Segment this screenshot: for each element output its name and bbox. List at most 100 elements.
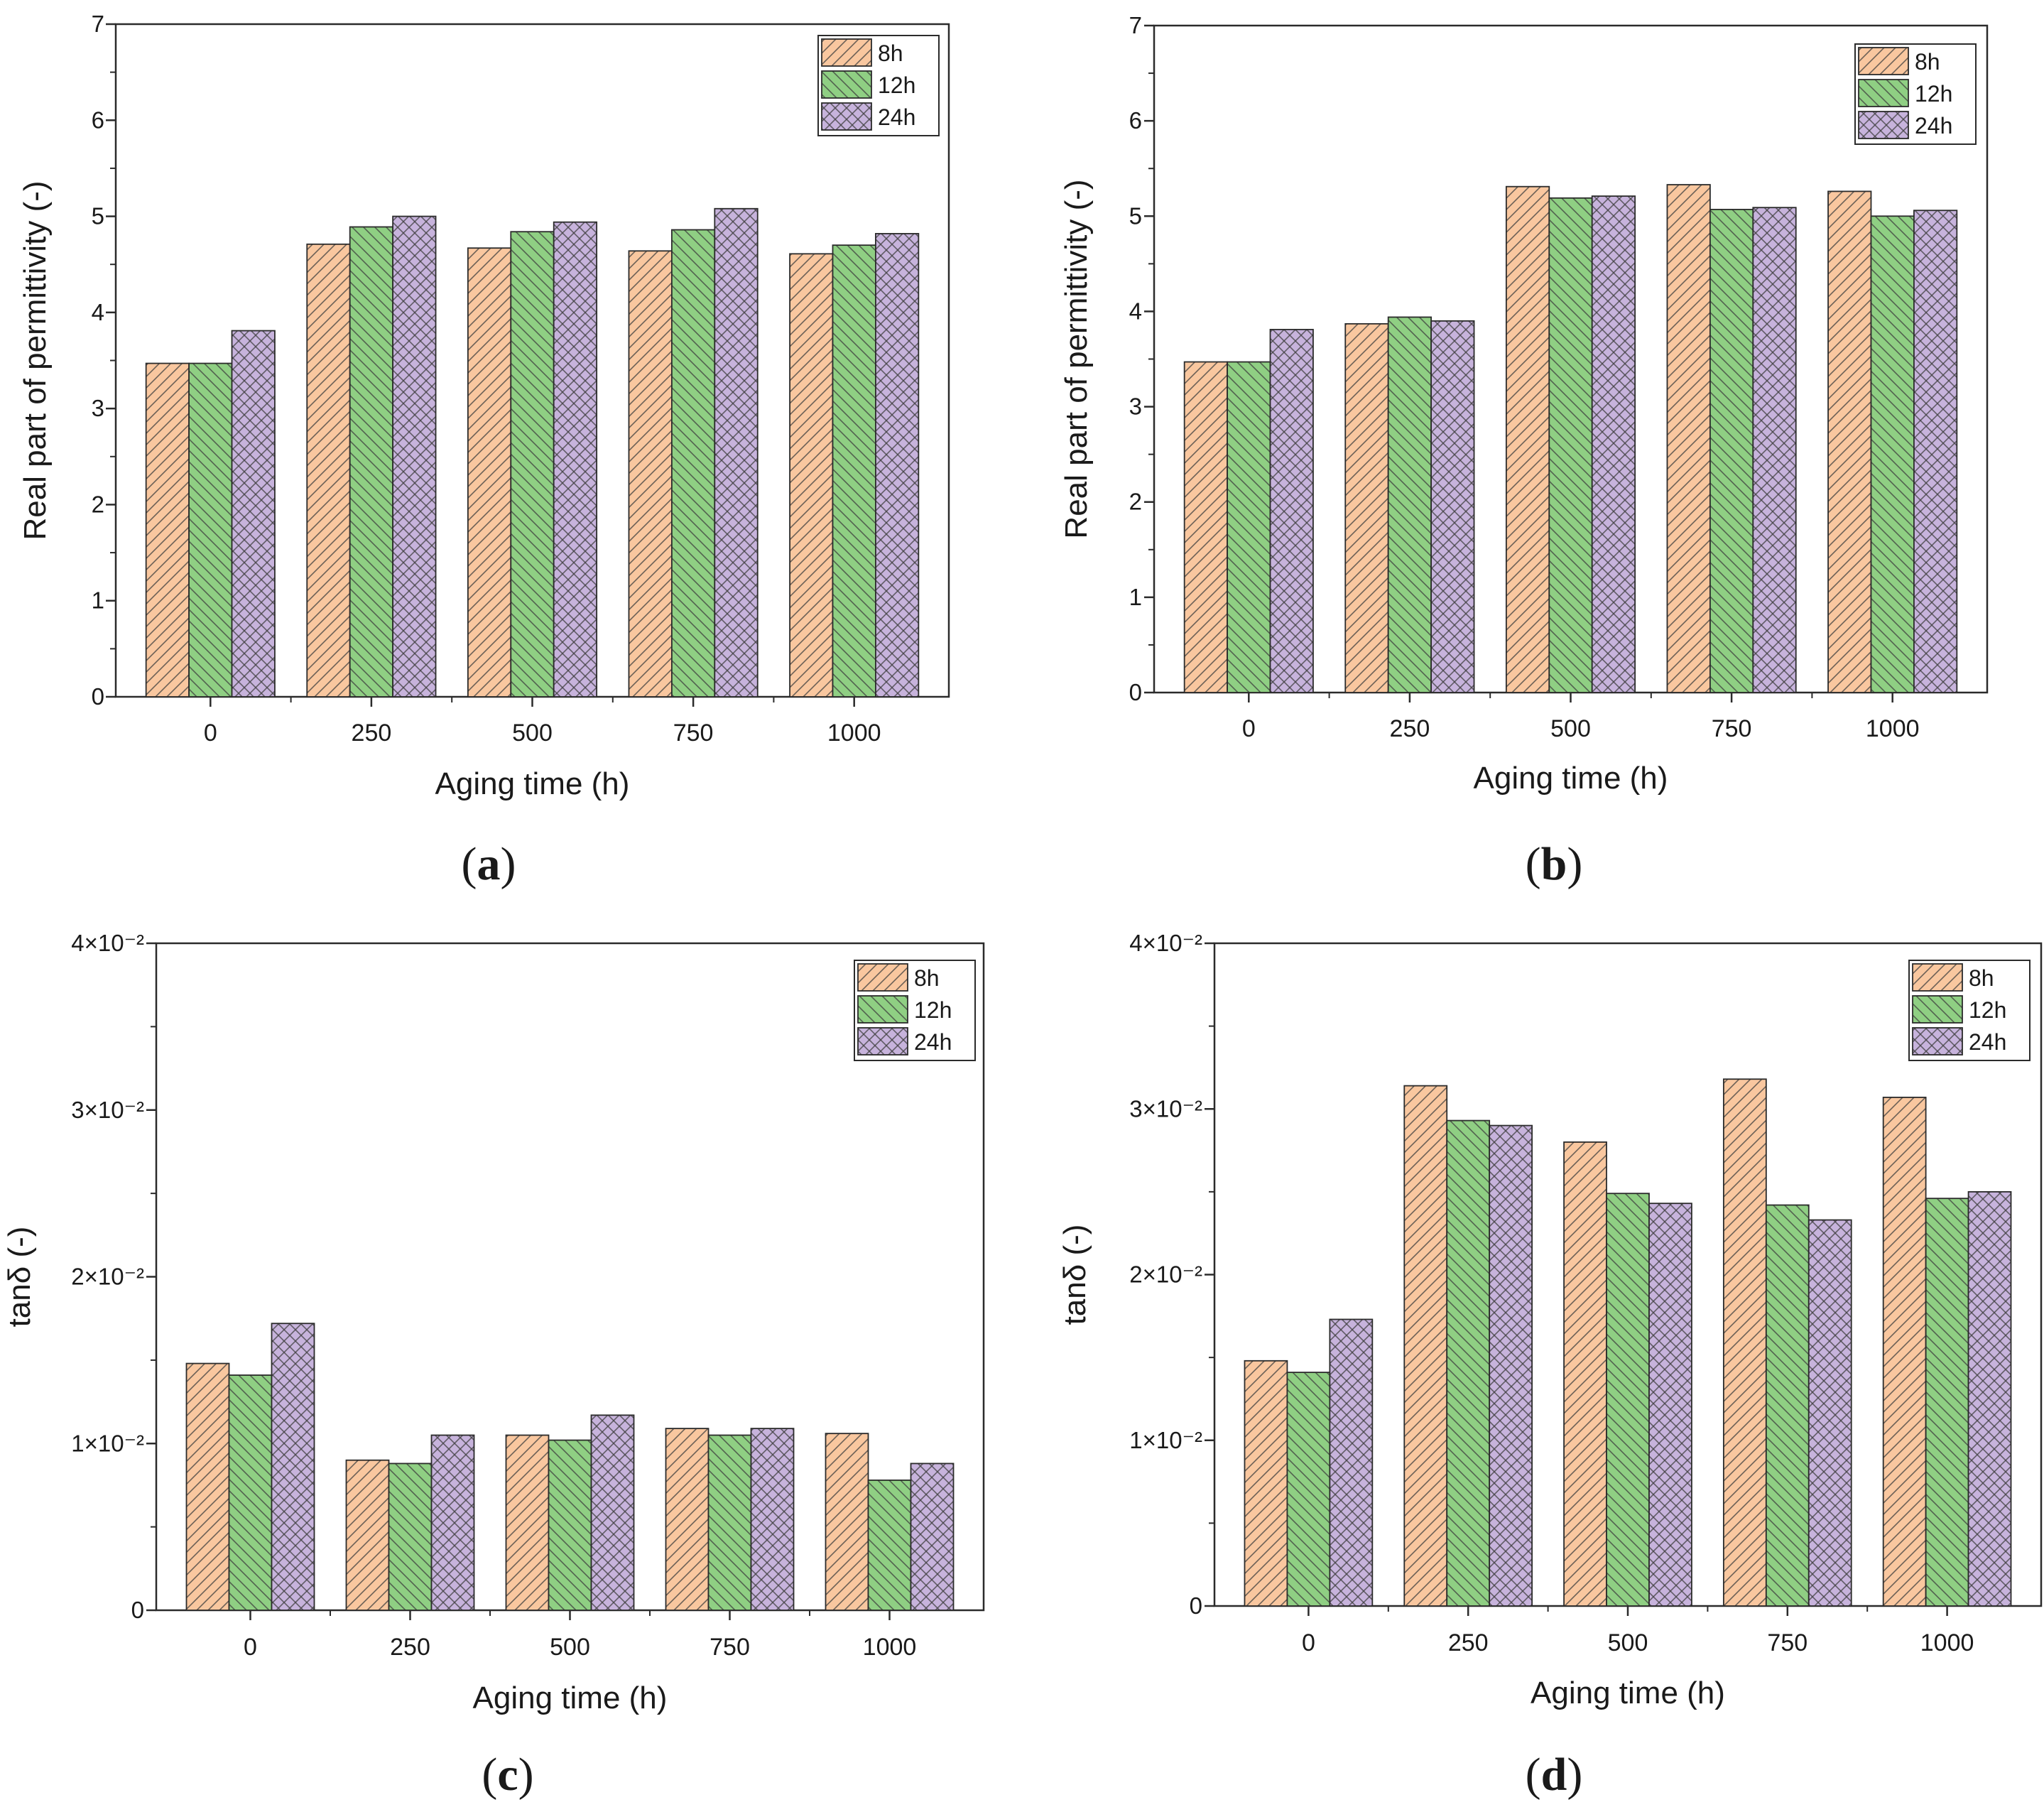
bar-24h-750: [714, 207, 759, 698]
bar-24h-1000: [910, 1463, 955, 1611]
bar-8h-250: [1344, 322, 1389, 693]
x-tick-label: 0: [1302, 1629, 1315, 1656]
legend: 8h 12h 24h: [1854, 43, 1977, 145]
bar-8h-500: [505, 1434, 550, 1611]
bar-24h-0: [1269, 329, 1314, 693]
bar-12h-250: [1446, 1119, 1491, 1607]
y-tick-label: 3×10⁻²: [1129, 1095, 1202, 1122]
y-tick-label: 0: [1129, 679, 1142, 705]
bar-12h-0: [1227, 361, 1271, 693]
bar-8h-750: [665, 1428, 710, 1611]
panel-label-d: (d): [1526, 1749, 1583, 1801]
legend-swatch-8h: [857, 963, 908, 992]
x-tick-label: 500: [1550, 715, 1591, 742]
bar-12h-500: [1606, 1193, 1650, 1607]
bar-12h-750: [1765, 1204, 1810, 1607]
bar-12h-250: [1387, 316, 1433, 693]
x-axis-label: Aging time (h): [473, 1681, 668, 1715]
x-tick-label: 250: [1448, 1629, 1489, 1656]
bar-24h-1000: [875, 233, 920, 698]
legend-swatch-8h: [1912, 963, 1963, 992]
x-tick-label: 250: [352, 720, 392, 747]
bar-24h-500: [553, 221, 598, 698]
legend-label-24h: 24h: [1915, 113, 1952, 139]
y-tick-label: 4×10⁻²: [1129, 930, 1202, 956]
y-tick-label: 4: [1129, 298, 1142, 324]
x-tick-label: 750: [1767, 1629, 1807, 1656]
bar-8h-1000: [1882, 1097, 1927, 1607]
bar-12h-1000: [867, 1479, 912, 1611]
bar-24h-750: [1752, 207, 1797, 693]
legend-swatch-8h: [821, 38, 872, 67]
y-tick-label: 4: [92, 299, 104, 325]
y-tick-label: 1×10⁻²: [1129, 1427, 1202, 1453]
bar-12h-1000: [832, 244, 876, 698]
x-tick-label: 250: [1390, 715, 1430, 742]
x-tick-label: 1000: [863, 1634, 917, 1661]
legend-label-12h: 12h: [914, 997, 952, 1023]
y-tick-label: 7: [1129, 12, 1142, 38]
x-tick-label: 500: [550, 1634, 590, 1661]
legend-swatch-24h: [821, 102, 872, 131]
bar-12h-0: [1286, 1372, 1331, 1607]
bar-12h-0: [228, 1374, 273, 1611]
bar-24h-250: [430, 1434, 475, 1611]
bar-12h-750: [707, 1434, 752, 1611]
bar-8h-250: [345, 1459, 390, 1611]
legend-label-12h: 12h: [1915, 81, 1952, 107]
y-tick-label: 1×10⁻²: [71, 1430, 144, 1456]
legend-swatch-12h: [1912, 995, 1963, 1024]
bar-8h-1000: [825, 1433, 869, 1611]
bar-24h-500: [1648, 1203, 1692, 1607]
bar-24h-250: [392, 215, 437, 698]
legend-label-24h: 24h: [914, 1029, 952, 1055]
x-tick-label: 750: [1712, 715, 1752, 742]
legend-label-24h: 24h: [1969, 1029, 2006, 1055]
y-tick-label: 3: [92, 395, 104, 421]
x-tick-label: 500: [512, 720, 553, 747]
bar-8h-0: [185, 1362, 230, 1611]
bar-12h-250: [349, 226, 394, 698]
y-tick-label: 0: [92, 683, 104, 710]
legend-swatch-24h: [1912, 1027, 1963, 1056]
x-tick-label: 1000: [1920, 1629, 1974, 1656]
panel-c: (c) 0 1×10⁻² 2×10⁻² 3×10⁻² 4×10⁻² 0 250 500 750 1…: [2, 930, 985, 1801]
x-tick-label: 1000: [827, 720, 881, 747]
bar-24h-250: [1489, 1124, 1533, 1607]
bar-12h-1000: [1870, 215, 1915, 693]
bar-24h-1000: [1913, 210, 1958, 693]
legend-label-12h: 12h: [878, 72, 915, 98]
y-tick-label: 7: [92, 11, 104, 37]
legend-label-12h: 12h: [1969, 997, 2006, 1023]
x-tick-label: 0: [244, 1634, 257, 1661]
y-tick-label: 4×10⁻²: [71, 930, 144, 956]
y-tick-label: 6: [1129, 107, 1142, 134]
legend-swatch-12h: [857, 995, 908, 1024]
x-tick-label: 750: [710, 1634, 750, 1661]
x-tick-label: 500: [1608, 1629, 1648, 1656]
bar-8h-750: [1722, 1078, 1767, 1607]
bar-8h-500: [1505, 185, 1550, 693]
x-axis-label: Aging time (h): [435, 766, 630, 801]
y-tick-label: 5: [1129, 202, 1142, 229]
bar-8h-1000: [789, 253, 834, 698]
bar-24h-750: [1807, 1219, 1852, 1607]
bar-12h-500: [510, 231, 555, 698]
panel-a: (a) 0 1 2 3 4 5 6 7 0 250 500 750 1000 Aging time (h)…: [18, 11, 950, 890]
bar-8h-1000: [1827, 190, 1872, 693]
bar-24h-0: [271, 1323, 315, 1611]
bar-8h-500: [467, 247, 512, 698]
bar-24h-500: [590, 1414, 635, 1611]
bar-8h-250: [1403, 1085, 1448, 1607]
bar-24h-500: [1591, 195, 1636, 693]
y-tick-label: 2: [1129, 489, 1142, 515]
x-axis-label: Aging time (h): [1474, 761, 1668, 796]
legend-swatch-12h: [1858, 79, 1909, 107]
x-tick-label: 0: [1242, 715, 1256, 742]
y-tick-label: 6: [92, 107, 104, 133]
panel-d: (d) 0 1×10⁻² 2×10⁻² 3×10⁻² 4×10⁻² 0 250 500 750 1…: [1058, 930, 2043, 1801]
y-axis-label: Real part of permittivity (-): [1059, 179, 1094, 538]
bar-12h-500: [548, 1439, 592, 1611]
y-axis-label: tanδ (-): [2, 1227, 37, 1328]
